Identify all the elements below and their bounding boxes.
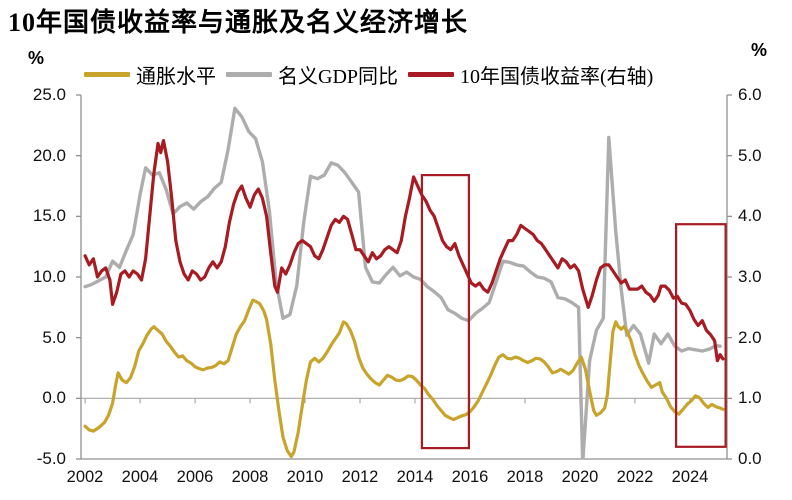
plot-frame [80, 95, 728, 460]
legend-item-bond-yield: 10年国债收益率(右轴) [408, 60, 653, 89]
legend-item-nominal-gdp: 名义GDP同比 [226, 60, 398, 89]
inflation-line [83, 298, 725, 459]
y-right-tick: 1.0 [738, 388, 762, 407]
y-left-tick: 20.0 [32, 146, 66, 165]
x-tick-2020: 2020 [561, 468, 599, 486]
x-tick-2006: 2006 [176, 468, 214, 486]
chart-title: 10年国债收益率与通胀及名义经济增长 [8, 8, 469, 37]
x-tick-2018: 2018 [506, 468, 544, 486]
x-tick-2004: 2004 [121, 468, 159, 486]
left-axis-unit: % [28, 48, 45, 68]
x-tick-2012: 2012 [341, 468, 379, 486]
legend-label-inflation: 通胀水平 [136, 66, 216, 88]
nominal-gdp-line-swatch [226, 72, 272, 77]
right-axis-unit: % [751, 40, 768, 60]
x-tick-2008: 2008 [231, 468, 269, 486]
x-tick-2024: 2024 [671, 468, 709, 486]
y-right-tick: 5.0 [738, 146, 762, 165]
y-right-tick: 4.0 [738, 206, 762, 225]
x-tick-2022: 2022 [616, 468, 654, 486]
nominal-gdp-line [83, 106, 722, 460]
y-left-tick: 5.0 [42, 328, 66, 347]
bond-yield-10y-line [83, 138, 725, 363]
y-right-tick: 6.0 [738, 85, 762, 104]
x-tick-2002: 2002 [66, 468, 104, 486]
legend-item-inflation: 通胀水平 [84, 60, 216, 89]
y-left-tick: 15.0 [32, 206, 66, 225]
y-right-tick: 3.0 [738, 267, 762, 286]
highlight-box-2 [674, 223, 727, 448]
legend: 通胀水平 名义GDP同比 10年国债收益率(右轴) [84, 60, 653, 89]
legend-label-bond-yield: 10年国债收益率(右轴) [460, 66, 654, 88]
y-right-tick: 0.0 [738, 449, 762, 468]
y-right-tick: 2.0 [738, 328, 762, 347]
highlight-box-1 [420, 174, 470, 450]
legend-label-nominal-gdp: 名义GDP同比 [278, 66, 399, 88]
bond-yield-line-swatch [408, 72, 455, 77]
x-tick-2010: 2010 [286, 468, 324, 486]
x-tick-2016: 2016 [451, 468, 489, 486]
x-tick-2014: 2014 [396, 468, 434, 486]
y-left-tick: 0.0 [42, 388, 66, 407]
y-left-tick: -5.0 [36, 449, 66, 468]
y-left-tick: 25.0 [32, 85, 66, 104]
y-left-tick: 10.0 [32, 267, 66, 286]
inflation-line-swatch [84, 72, 130, 77]
